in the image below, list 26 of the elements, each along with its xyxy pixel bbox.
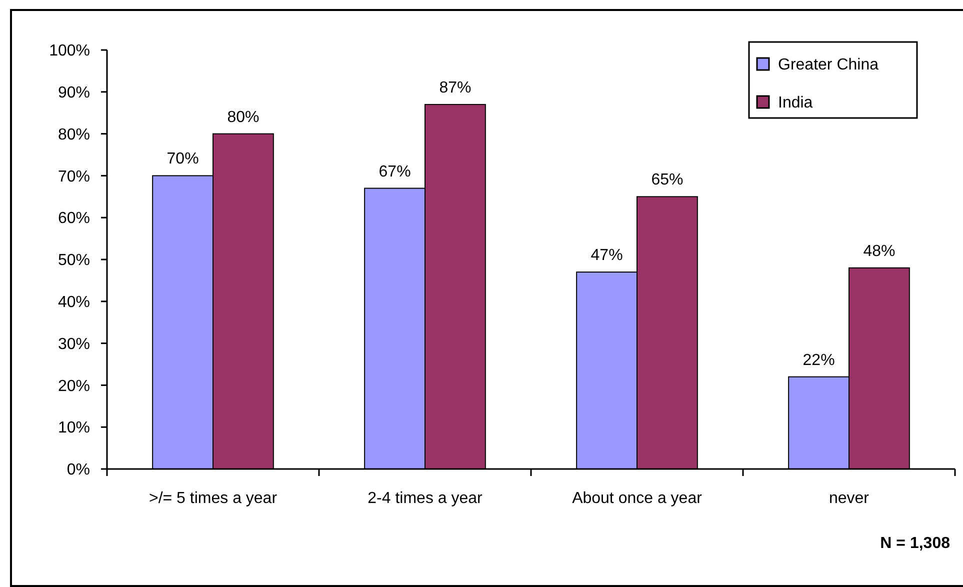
y-tick-label: 50% (58, 252, 90, 270)
x-tick-label: About once a year (572, 490, 703, 507)
data-label: 80% (227, 108, 260, 126)
y-tick-label: 40% (58, 294, 90, 311)
y-tick-label: 70% (58, 168, 90, 186)
text: N = 1,308 (880, 535, 950, 552)
x-tick-label: 2-4 times a year (368, 490, 484, 507)
data-label: 87% (439, 79, 472, 96)
y-tick-label: 10% (58, 420, 90, 437)
legend-label: India (778, 94, 813, 112)
y-tick-label: 90% (58, 84, 90, 102)
y-tick-label: 0% (66, 462, 90, 479)
y-tick-label: 60% (58, 210, 90, 228)
y-tick-label: 80% (58, 126, 90, 144)
x-tick-label: >/= 5 times a year (148, 490, 278, 507)
data-label: 22% (802, 352, 835, 369)
y-tick-label: 20% (58, 378, 90, 395)
data-label: 47% (590, 247, 623, 264)
data-label: 67% (378, 163, 411, 180)
data-label: 65% (651, 172, 684, 189)
legend-label: Greater China (778, 56, 879, 74)
data-label: 70% (166, 150, 199, 168)
x-tick-label: never (828, 490, 870, 507)
y-tick-label: 30% (58, 336, 90, 353)
data-label: 48% (863, 242, 896, 260)
y-tick-label: 100% (49, 42, 90, 60)
